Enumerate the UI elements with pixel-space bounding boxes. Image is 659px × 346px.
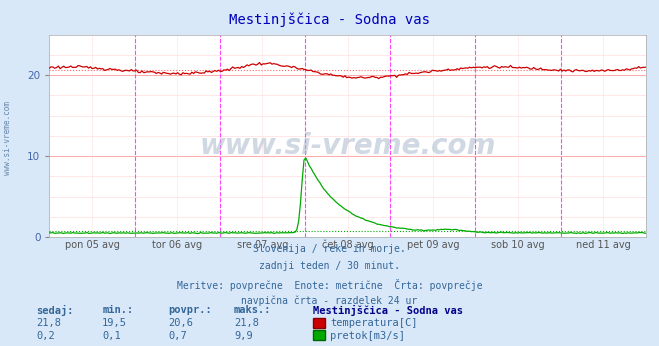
Text: zadnji teden / 30 minut.: zadnji teden / 30 minut.: [259, 261, 400, 271]
Text: navpična črta - razdelek 24 ur: navpična črta - razdelek 24 ur: [241, 296, 418, 306]
Text: povpr.:: povpr.:: [168, 305, 212, 315]
Text: temperatura[C]: temperatura[C]: [330, 318, 418, 328]
Text: 0,7: 0,7: [168, 331, 186, 341]
Text: Mestinjščica - Sodna vas: Mestinjščica - Sodna vas: [229, 12, 430, 27]
Text: maks.:: maks.:: [234, 305, 272, 315]
Text: www.si-vreme.com: www.si-vreme.com: [200, 132, 496, 160]
Text: 0,1: 0,1: [102, 331, 121, 341]
Text: 0,2: 0,2: [36, 331, 55, 341]
Text: Meritve: povprečne  Enote: metrične  Črta: povprečje: Meritve: povprečne Enote: metrične Črta:…: [177, 279, 482, 291]
Text: Slovenija / reke in morje.: Slovenija / reke in morje.: [253, 244, 406, 254]
Text: 9,9: 9,9: [234, 331, 252, 341]
Text: min.:: min.:: [102, 305, 133, 315]
Text: Mestinjščica - Sodna vas: Mestinjščica - Sodna vas: [313, 305, 463, 316]
Text: 19,5: 19,5: [102, 318, 127, 328]
Text: www.si-vreme.com: www.si-vreme.com: [3, 101, 13, 175]
Text: 20,6: 20,6: [168, 318, 193, 328]
Text: pretok[m3/s]: pretok[m3/s]: [330, 331, 405, 341]
Text: sedaj:: sedaj:: [36, 305, 74, 316]
Text: 21,8: 21,8: [36, 318, 61, 328]
Text: 21,8: 21,8: [234, 318, 259, 328]
